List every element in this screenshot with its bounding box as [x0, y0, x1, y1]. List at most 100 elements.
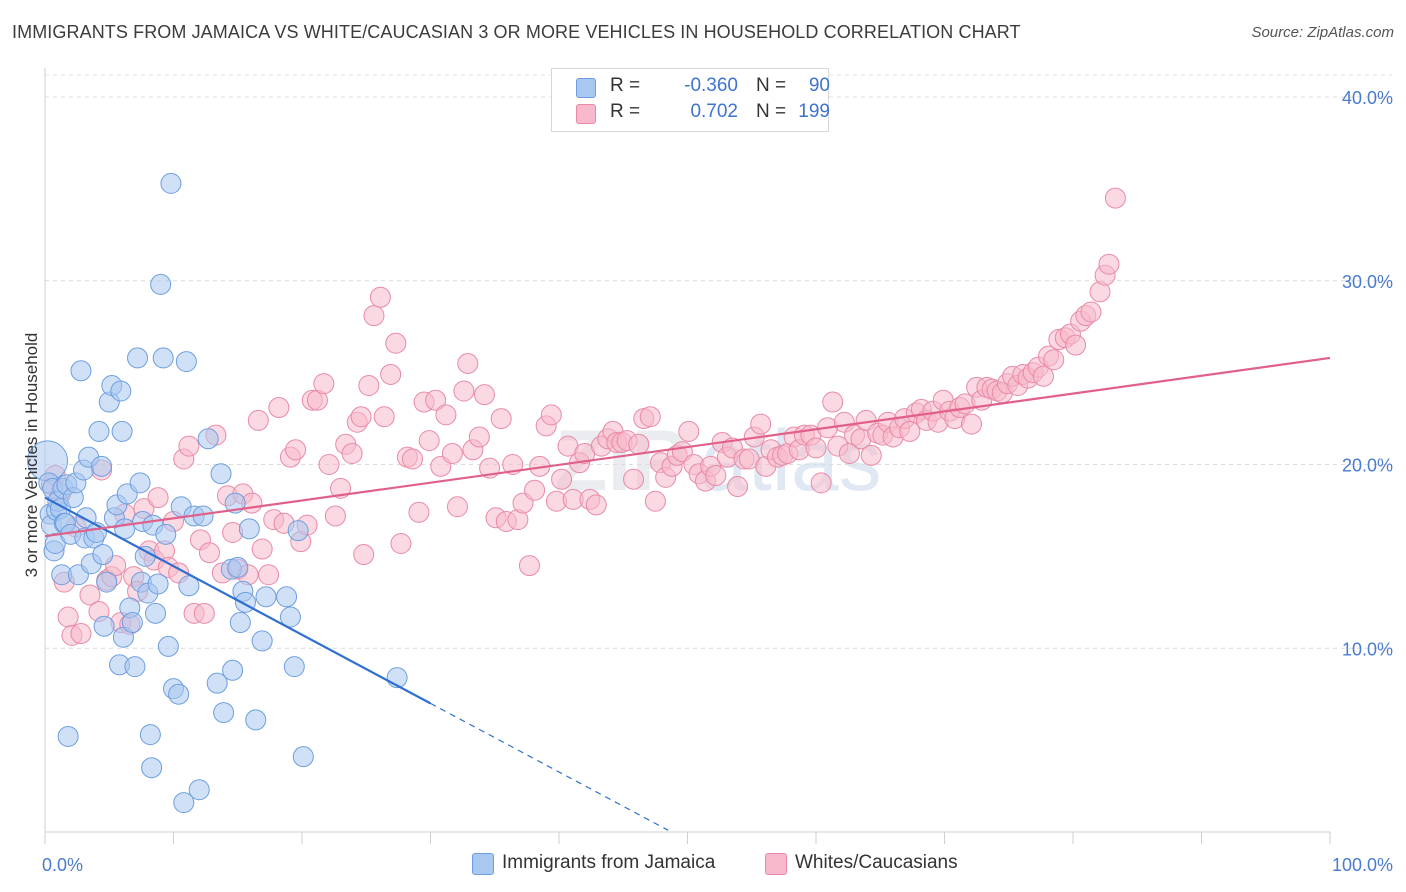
point-whites — [353, 544, 375, 566]
legend-n-value: 199 — [798, 101, 830, 122]
point-whites — [390, 533, 412, 555]
gridlines — [45, 74, 1392, 649]
point-whites — [373, 406, 395, 428]
x-tick-label: 100.0% — [1332, 855, 1393, 875]
point-jamaica — [145, 602, 167, 624]
point-whites — [247, 409, 269, 431]
point-jamaica — [160, 172, 182, 194]
point-jamaica — [245, 709, 267, 731]
point-jamaica — [111, 420, 133, 442]
point-jamaica — [287, 520, 309, 542]
y-tick-label: 40.0% — [1342, 88, 1393, 108]
point-whites — [313, 373, 335, 395]
point-whites — [418, 430, 440, 452]
point-jamaica — [44, 533, 66, 555]
point-jamaica — [92, 544, 114, 566]
point-jamaica — [121, 612, 143, 634]
point-whites — [251, 538, 273, 560]
point-jamaica — [222, 659, 244, 681]
point-jamaica — [227, 556, 249, 578]
point-whites — [453, 380, 475, 402]
point-jamaica — [175, 351, 197, 373]
y-tick-label: 20.0% — [1342, 456, 1393, 476]
point-whites — [408, 501, 430, 523]
point-whites — [57, 606, 79, 628]
point-jamaica — [276, 586, 298, 608]
point-whites — [551, 468, 573, 490]
legend-r-label: R = — [610, 75, 641, 96]
point-whites — [518, 555, 540, 577]
point-whites — [1032, 365, 1054, 387]
point-jamaica — [292, 746, 314, 768]
point-jamaica — [188, 779, 210, 801]
bottom-legend-swatch-whites — [765, 853, 787, 875]
point-jamaica — [152, 347, 174, 369]
point-whites — [79, 584, 101, 606]
point-whites — [285, 439, 307, 461]
point-whites — [318, 454, 340, 475]
point-jamaica — [124, 656, 146, 678]
y-tick-label: 30.0% — [1342, 272, 1393, 292]
point-whites — [540, 404, 562, 426]
point-whites — [258, 564, 280, 586]
point-whites — [385, 332, 407, 354]
point-whites — [678, 420, 700, 442]
point-whites — [198, 542, 220, 564]
legend-r-label: R = — [610, 101, 641, 122]
point-jamaica — [139, 724, 161, 746]
point-whites — [750, 413, 772, 435]
point-whites — [1104, 187, 1126, 209]
point-whites — [425, 389, 447, 411]
source-label: Source: ZipAtlas.com — [1251, 24, 1394, 41]
bottom-legend-swatch-jamaica — [472, 853, 494, 875]
bottom-legend-label-jamaica: Immigrants from Jamaica — [502, 852, 716, 873]
point-whites — [727, 476, 749, 498]
point-jamaica — [173, 792, 195, 814]
point-whites — [644, 490, 666, 512]
point-whites — [822, 391, 844, 413]
point-whites — [193, 602, 215, 624]
trend-line-jamaica-extension — [430, 702, 669, 831]
point-whites — [960, 413, 982, 435]
point-jamaica — [157, 635, 179, 657]
point-whites — [1098, 253, 1120, 275]
point-whites — [178, 435, 200, 457]
point-jamaica — [229, 612, 251, 634]
point-jamaica — [283, 656, 305, 678]
point-whites — [147, 487, 169, 509]
point-whites — [490, 408, 512, 430]
point-jamaica — [147, 573, 169, 595]
legend-n-label: N = — [756, 75, 787, 96]
point-whites — [268, 397, 290, 419]
point-whites — [639, 406, 661, 428]
point-whites — [473, 384, 495, 406]
point-whites — [1080, 301, 1102, 323]
point-whites — [457, 352, 479, 374]
point-whites — [70, 623, 92, 645]
point-jamaica — [96, 571, 118, 593]
point-jamaica — [210, 463, 232, 485]
x-tick-label: 0.0% — [42, 855, 83, 875]
point-jamaica — [168, 683, 190, 705]
point-jamaica — [255, 586, 277, 608]
point-jamaica — [251, 630, 273, 652]
legend-r-value: -0.360 — [684, 75, 738, 96]
legend-swatch-jamaica — [576, 78, 596, 98]
point-jamaica — [127, 347, 149, 369]
point-whites — [860, 444, 882, 466]
point-jamaica — [57, 725, 79, 747]
point-whites — [585, 494, 607, 516]
legend-n-value: 90 — [808, 75, 830, 96]
point-whites — [324, 505, 346, 527]
point-whites — [402, 448, 424, 470]
point-whites — [810, 472, 832, 494]
point-whites — [1065, 334, 1087, 356]
point-jamaica — [93, 615, 115, 637]
point-whites — [705, 465, 727, 487]
point-whites — [369, 286, 391, 308]
legend-swatch-whites — [576, 104, 596, 124]
point-jamaica — [238, 518, 260, 540]
point-whites — [358, 374, 380, 396]
trend-line-jamaica — [44, 496, 432, 705]
